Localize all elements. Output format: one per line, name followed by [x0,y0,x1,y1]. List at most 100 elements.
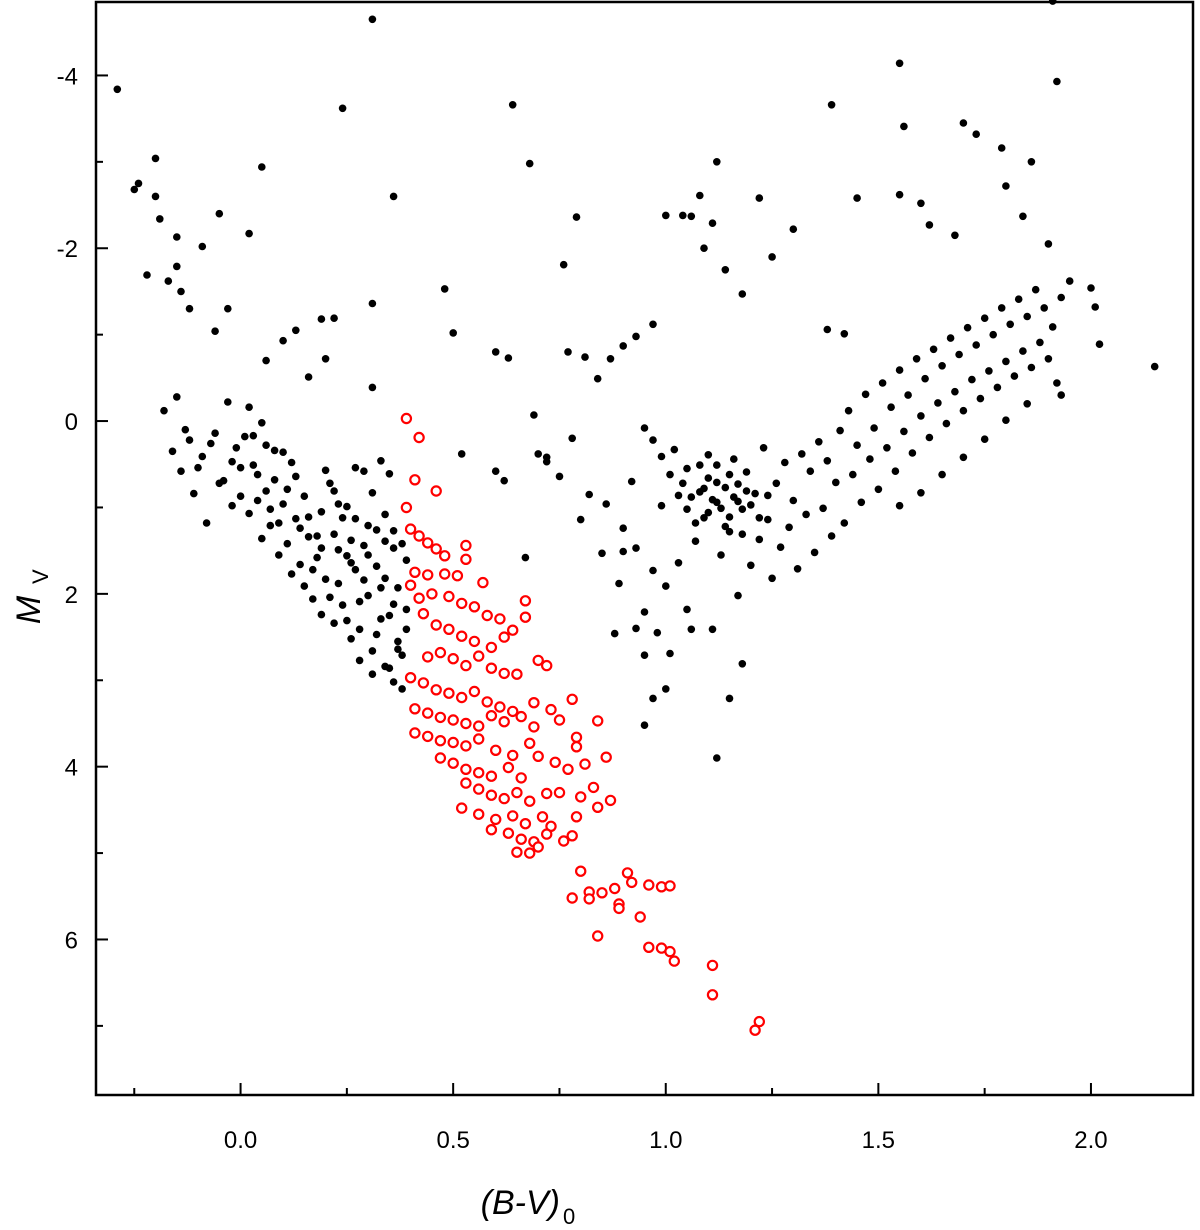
data-point-black [249,461,258,469]
data-point-red [643,941,655,954]
data-point-red [413,530,425,542]
data-point-black [1010,372,1019,380]
data-point-black [364,551,372,559]
data-point-red [422,730,434,743]
data-point-red [417,677,430,689]
data-point-red [528,721,540,733]
data-point-black [904,391,912,399]
data-point-black [640,651,649,659]
data-point-black [615,579,623,588]
data-point-black [925,433,934,442]
series-black-points [113,0,1159,762]
data-point-red [447,653,459,665]
data-point-black [738,660,747,668]
data-point-black [156,215,164,223]
data-point-black [632,624,640,633]
data-point-black [1027,363,1036,372]
data-point-black [270,446,279,455]
data-point-red [485,824,498,836]
data-point-black [619,524,627,532]
data-point-red [515,772,527,784]
data-point-black [194,463,202,472]
data-point-black [585,490,593,499]
data-point-black [832,478,840,487]
data-point-black [883,444,891,452]
data-point-black [1002,416,1010,425]
data-point-black [326,479,334,488]
data-point-black [980,314,989,323]
data-point-red [413,431,425,444]
data-point-black [228,457,236,466]
data-point-black [304,373,313,381]
x-axis-title-main: (B-V) [481,1184,560,1222]
data-point-red [404,579,417,591]
data-point-black [649,694,657,703]
data-point-black [385,470,394,478]
data-point-red [485,770,498,782]
data-point-black [1002,182,1010,190]
data-point-black [372,630,381,639]
data-point-red [481,609,493,622]
data-point-black [704,451,713,459]
data-point-red [519,611,532,623]
data-point-black [270,476,279,484]
data-point-red [592,930,604,942]
data-point-black [389,192,398,201]
data-point-black [853,441,861,450]
data-point-black [300,492,309,501]
data-point-black [262,441,270,450]
data-point-black [1002,357,1010,366]
data-point-black [742,487,751,495]
data-point-red [439,550,451,562]
data-point-black [253,470,262,479]
data-point-red [566,693,578,706]
x-tick-label: 1.0 [649,1127,682,1154]
data-point-red [604,794,617,807]
data-point-red [541,787,553,800]
data-point-red [532,654,544,667]
data-point-black [606,355,615,363]
data-point-black [980,435,989,444]
data-point-red [481,696,493,708]
data-point-red [460,777,472,789]
data-point-red [592,801,604,814]
data-point-black [755,194,764,202]
data-point-red [498,667,510,680]
data-point-black [258,163,266,171]
data-point-black [738,505,747,513]
data-point-black [972,130,980,138]
data-point-black [593,374,602,383]
data-point-black [351,463,360,472]
data-point-black [725,694,734,703]
data-point-red [609,882,621,895]
data-point-black [649,436,657,444]
data-point-black [598,549,606,558]
data-point-red [549,756,561,769]
data-point-black [679,479,687,488]
data-point-red [583,893,595,905]
data-point-black [1057,391,1065,399]
data-point-black [640,424,649,432]
data-point-red [515,833,527,845]
data-point-black [168,447,177,456]
data-point-black [734,591,742,600]
data-point-red [443,623,455,636]
data-point-red [417,608,430,620]
data-point-red [643,879,655,891]
data-point-black [317,544,326,552]
data-point-red [524,795,536,807]
data-point-black [895,501,904,510]
data-point-black [708,495,717,504]
data-point-red [422,537,434,549]
data-point-black [861,390,870,399]
data-point-black [912,355,921,363]
data-point-red [456,802,468,814]
data-point-black [491,348,500,356]
data-point-black [190,489,198,498]
data-point-red [460,539,472,552]
data-point-black [568,434,576,443]
data-point-black [768,253,776,261]
data-point-black [683,464,691,473]
data-point-black [394,584,402,592]
data-point-red [706,989,719,1001]
